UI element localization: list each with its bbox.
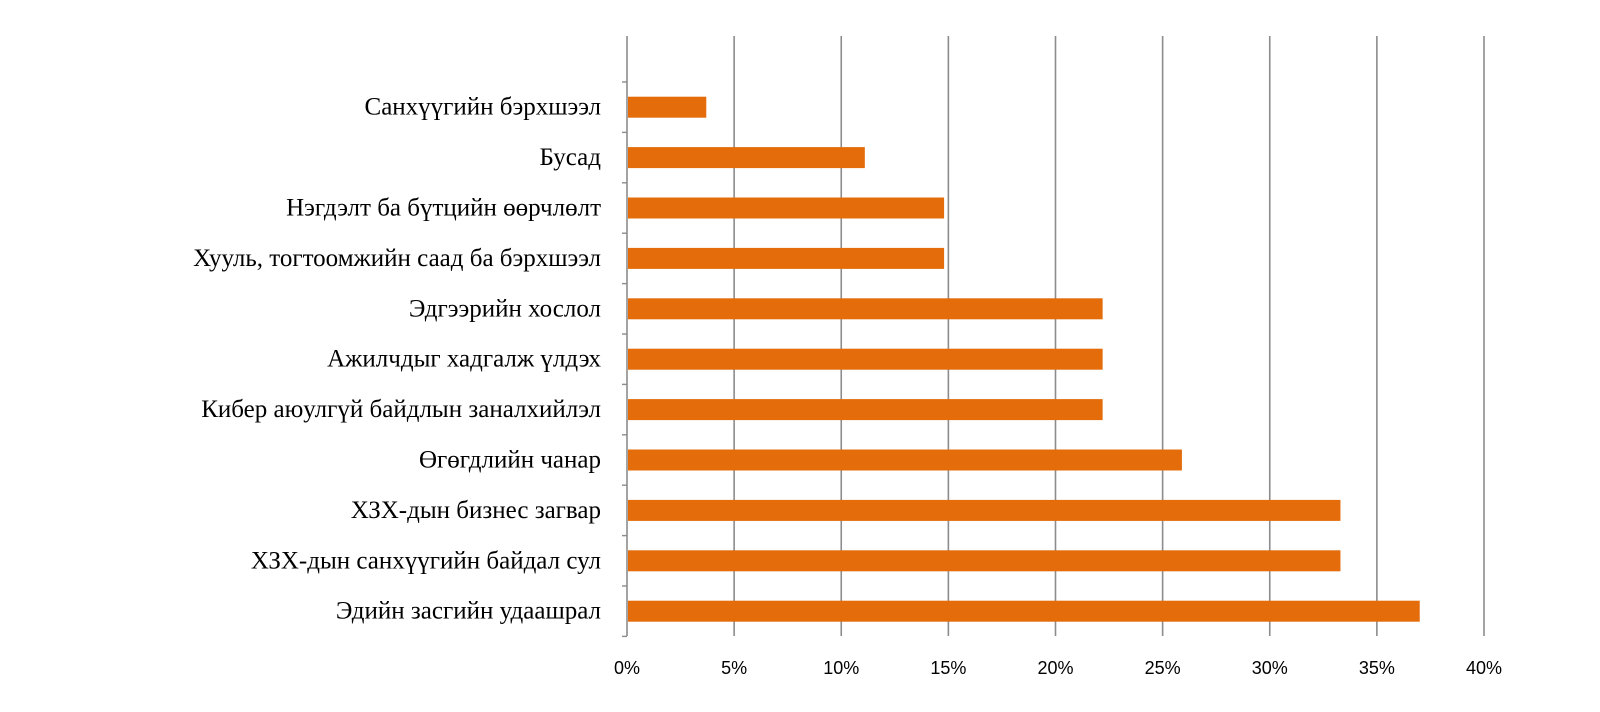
category-label: Өгөгдлийн чанар bbox=[419, 447, 601, 474]
gridlines bbox=[733, 36, 1485, 636]
x-tick-label: 30% bbox=[1252, 658, 1288, 678]
bar bbox=[628, 147, 865, 169]
category-label: ХЗХ-дын бизнес загвар bbox=[351, 497, 601, 524]
category-label: Хууль, тогтоомжийн саад ба бэрхшээл bbox=[193, 245, 601, 272]
bar bbox=[628, 499, 1341, 521]
bars bbox=[628, 96, 1420, 622]
x-tick-label: 15% bbox=[930, 658, 966, 678]
x-tick-label: 0% bbox=[614, 658, 640, 678]
x-tick-label: 5% bbox=[721, 658, 747, 678]
y-axis bbox=[622, 36, 628, 638]
bar bbox=[628, 96, 707, 118]
category-label: Бусад bbox=[540, 144, 602, 171]
bar bbox=[628, 197, 945, 219]
x-tick-label: 35% bbox=[1359, 658, 1395, 678]
bar bbox=[628, 247, 945, 269]
bar bbox=[628, 348, 1103, 370]
x-tick-labels: 0% 5% 10% 15% 20% 25% 30% 35% 40% bbox=[614, 658, 1502, 678]
category-label: Ажилчдыг хадгалж үлдэх bbox=[327, 346, 601, 373]
x-tick-label: 20% bbox=[1037, 658, 1073, 678]
x-tick-label: 40% bbox=[1466, 658, 1502, 678]
bar bbox=[628, 399, 1103, 421]
bar bbox=[628, 298, 1103, 320]
category-label: Нэгдэлт ба бүтцийн өөрчлөлт bbox=[286, 195, 601, 222]
category-label: Кибер аюулгүй байдлын заналхийлэл bbox=[201, 396, 601, 423]
bar bbox=[628, 550, 1341, 572]
category-label: Эдгээрийн хослол bbox=[409, 295, 601, 322]
category-label: Санхүүгийн бэрхшээл bbox=[365, 94, 601, 121]
bar bbox=[628, 449, 1182, 471]
category-label: ХЗХ-дын санхүүгийн байдал сул bbox=[251, 547, 601, 574]
x-tick-label: 10% bbox=[823, 658, 859, 678]
bar bbox=[628, 600, 1420, 622]
x-tick-label: 25% bbox=[1145, 658, 1181, 678]
category-labels: Санхүүгийн бэрхшээл Бусад Нэгдэлт ба бүтци… bbox=[193, 94, 601, 625]
category-label: Эдийн засгийн удаашрал bbox=[336, 598, 601, 625]
